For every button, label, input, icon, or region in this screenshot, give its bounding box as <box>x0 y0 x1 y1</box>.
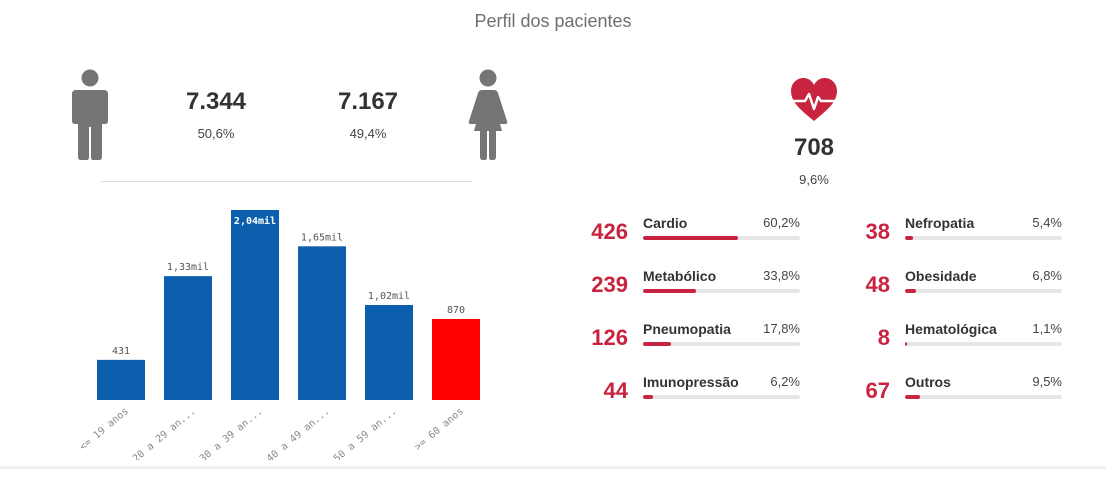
x-tick-label: 50 a 59 an... <box>332 406 399 460</box>
divider <box>101 181 472 182</box>
condition-imunopressao: 44 Imunopressão 6,2% <box>580 374 820 420</box>
condition-percentage: 6,2% <box>770 374 800 389</box>
bar-1 <box>164 276 212 400</box>
condition-name: Imunopressão <box>643 374 739 390</box>
condition-percentage: 6,8% <box>1032 268 1062 283</box>
condition-percentage: 33,8% <box>763 268 800 283</box>
condition-progress-fill <box>643 395 653 399</box>
bar-3 <box>298 246 346 400</box>
condition-nefropatia: 38 Nefropatia 5,4% <box>842 215 1082 261</box>
condition-name: Outros <box>905 374 951 390</box>
x-tick-label: >= 60 anos <box>413 406 466 453</box>
x-tick-label: 20 a 29 an... <box>131 406 198 460</box>
condition-percentage: 9,5% <box>1032 374 1062 389</box>
bar-5 <box>432 318 480 400</box>
condition-progress-fill <box>905 236 914 240</box>
condition-hematologica: 8 Hematológica 1,1% <box>842 321 1082 367</box>
female-count: 7.167 <box>337 88 399 115</box>
condition-progress-track <box>643 395 800 399</box>
bar-0 <box>97 359 145 400</box>
condition-progress-track <box>905 236 1062 240</box>
condition-obesidade: 48 Obesidade 6,8% <box>842 268 1082 314</box>
male-person-icon <box>72 69 108 160</box>
condition-percentage: 60,2% <box>763 215 800 230</box>
condition-progress-fill <box>643 342 671 346</box>
bar-data-label: 2,04mil <box>234 215 276 227</box>
condition-cardio: 426 Cardio 60,2% <box>580 215 820 261</box>
condition-pneumopatia: 126 Pneumopatia 17,8% <box>580 321 820 367</box>
x-tick-label: 30 a 39 an... <box>198 406 265 460</box>
bar-data-label: 1,65mil <box>301 232 343 243</box>
x-tick-label: <= 19 anos <box>78 406 131 453</box>
condition-metabolico: 239 Metabólico 33,8% <box>580 268 820 314</box>
condition-progress-track <box>643 342 800 346</box>
condition-count: 48 <box>865 272 890 297</box>
bar-data-label: 1,33mil <box>167 262 209 273</box>
condition-name: Nefropatia <box>905 215 975 231</box>
condition-percentage: 1,1% <box>1032 321 1062 336</box>
condition-progress-fill <box>643 289 697 293</box>
condition-count: 426 <box>591 219 628 244</box>
condition-progress-track <box>643 289 800 293</box>
condition-outros: 67 Outros 9,5% <box>842 374 1082 420</box>
condition-progress-fill <box>905 395 920 399</box>
condition-progress-track <box>905 289 1062 293</box>
page-title: Perfil dos pacientes <box>474 11 632 31</box>
condition-name: Cardio <box>643 215 688 231</box>
condition-count: 67 <box>865 378 890 403</box>
condition-name: Pneumopatia <box>643 321 731 337</box>
condition-count: 8 <box>877 325 890 350</box>
female-percentage: 49,4% <box>349 126 387 141</box>
bar-data-label: 870 <box>447 305 465 316</box>
condition-progress-fill <box>905 342 907 346</box>
condition-count: 44 <box>603 378 628 403</box>
male-count: 7.344 <box>185 88 247 115</box>
condition-percentage: 17,8% <box>763 321 800 336</box>
condition-progress-fill <box>905 289 916 293</box>
comorbidity-count: 708 <box>793 134 835 161</box>
female-person-icon <box>468 69 508 160</box>
bar-data-label: 1,02mil <box>368 291 410 302</box>
condition-name: Obesidade <box>905 268 977 284</box>
x-tick-label: 40 a 49 an... <box>265 406 332 460</box>
condition-progress-track <box>905 395 1062 399</box>
heart-pulse-icon <box>791 78 837 121</box>
condition-name: Metabólico <box>643 268 717 284</box>
bottom-rule <box>0 466 1106 469</box>
bar-2 <box>231 210 279 400</box>
male-percentage: 50,6% <box>197 126 235 141</box>
age-bar-chart: 431 <= 19 anos 1,33mil 20 a 29 an... 2,04mil… <box>78 210 480 460</box>
condition-name: Hematológica <box>905 321 997 337</box>
condition-count: 126 <box>591 325 628 350</box>
condition-progress-track <box>905 342 1062 346</box>
bar-4 <box>365 305 413 400</box>
condition-count: 38 <box>865 219 890 244</box>
condition-progress-fill <box>643 236 738 240</box>
condition-percentage: 5,4% <box>1032 215 1062 230</box>
comorbidity-percentage: 9,6% <box>799 172 829 187</box>
condition-progress-track <box>643 236 800 240</box>
condition-count: 239 <box>591 272 628 297</box>
bar-data-label: 431 <box>112 346 130 357</box>
